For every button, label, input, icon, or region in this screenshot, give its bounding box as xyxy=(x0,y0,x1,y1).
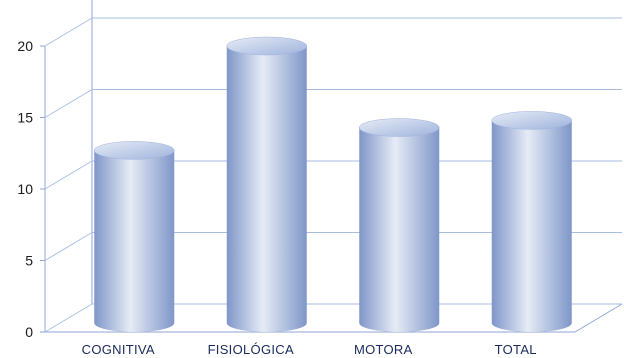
bar-body xyxy=(359,127,440,333)
x-axis-categories: COGNITIVA FISIOLÓGICA MOTORA TOTAL xyxy=(82,342,537,357)
gridlines xyxy=(40,0,623,333)
y-tick-label: 5 xyxy=(25,253,33,269)
bar-cap xyxy=(94,141,175,160)
y-tick-label: 0 xyxy=(25,324,33,340)
bar-body xyxy=(226,46,307,332)
y-tick-label: 20 xyxy=(17,38,33,54)
gridline-depth xyxy=(44,160,93,190)
bar xyxy=(94,141,175,332)
x-category-label: COGNITIVA xyxy=(82,342,155,357)
x-category-label: TOTAL xyxy=(495,342,537,357)
gridline-depth xyxy=(44,303,93,333)
bar xyxy=(359,118,440,333)
gridline-depth xyxy=(44,89,93,118)
bar-body xyxy=(94,150,175,332)
x-category-label: MOTORA xyxy=(354,342,413,357)
y-tick-label: 15 xyxy=(17,110,33,126)
gridline-depth xyxy=(44,232,93,261)
gridline-depth xyxy=(44,17,93,47)
floor-right-edge xyxy=(574,303,623,333)
bars xyxy=(94,36,572,333)
bar xyxy=(226,36,307,332)
bar-body xyxy=(491,120,572,333)
y-axis-ticks: 0 5 10 15 20 xyxy=(17,38,33,340)
bar xyxy=(491,111,572,333)
bar-cap xyxy=(226,36,307,56)
x-category-label: FISIOLÓGICA xyxy=(208,342,294,357)
bar-cap xyxy=(359,118,440,137)
bar-cap xyxy=(491,111,572,130)
y-tick-label: 10 xyxy=(17,181,33,197)
